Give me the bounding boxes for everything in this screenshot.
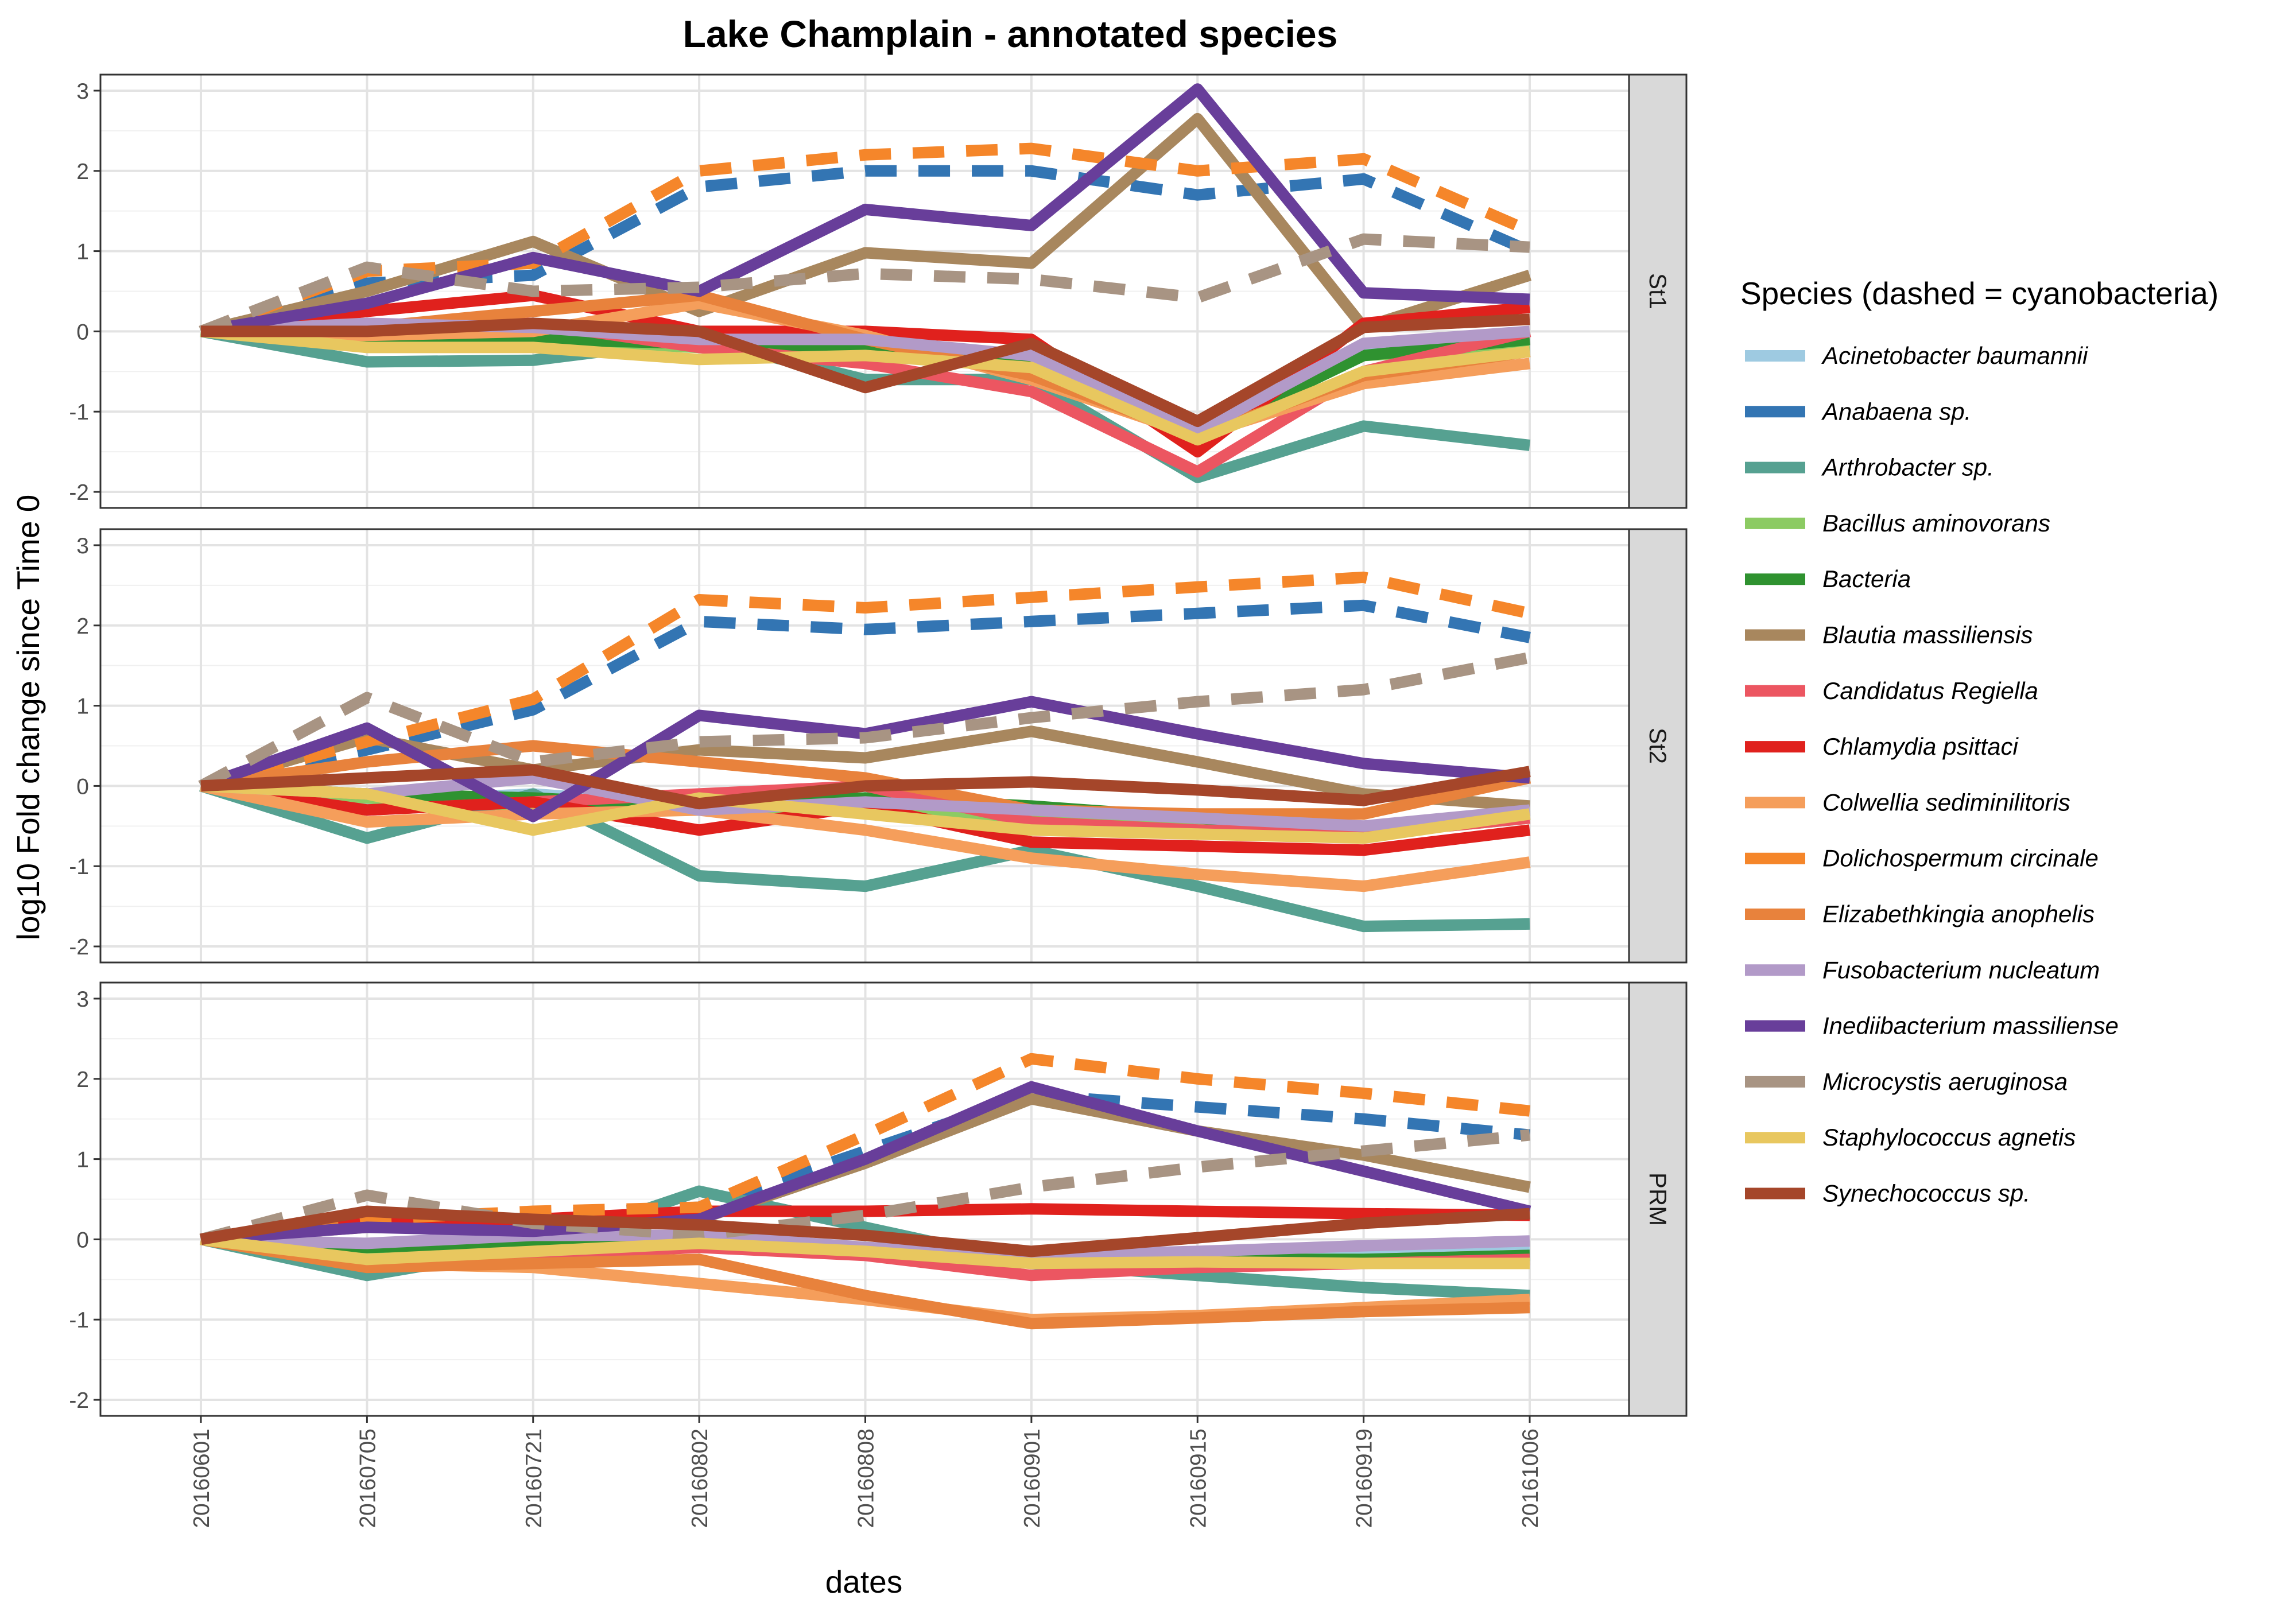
legend-item-dolichospermum-circinale: Dolichospermum circinale xyxy=(1745,845,2099,872)
legend-label: Dolichospermum circinale xyxy=(1822,845,2099,872)
facet-strip xyxy=(1628,981,1688,1417)
x-tick-label: 20160705 xyxy=(355,1429,380,1528)
legend-item-synechococcus-sp: Synechococcus sp. xyxy=(1745,1180,2030,1207)
series-line-microcystis-aeruginosa xyxy=(198,651,1531,791)
y-tick-label: 1 xyxy=(76,694,89,719)
series-line-staphylococcus-agnetis xyxy=(200,1233,1530,1270)
y-tick-label: 3 xyxy=(76,79,89,104)
series-lines xyxy=(198,571,1531,933)
series-lines xyxy=(199,83,1532,483)
legend: Species (dashed = cyanobacteria) Acineto… xyxy=(1740,275,2219,1207)
y-tick-label: -2 xyxy=(69,1388,89,1413)
legend-title: Species (dashed = cyanobacteria) xyxy=(1740,275,2219,311)
series-line-synechococcus-sp xyxy=(200,764,1531,810)
legend-label: Microcystis aeruginosa xyxy=(1822,1068,2068,1095)
series-line-arthrobacter-sp xyxy=(200,325,1531,483)
legend-item-arthrobacter-sp: Arthrobacter sp. xyxy=(1745,454,1994,481)
legend-label: Blautia massiliensis xyxy=(1822,622,2033,649)
y-tick-label: 0 xyxy=(76,774,89,799)
y-tick-label: -1 xyxy=(69,1308,89,1333)
x-tick-label: 20160808 xyxy=(854,1429,879,1528)
series-line-microcystis-aeruginosa xyxy=(199,233,1530,337)
y-tick-label: 0 xyxy=(76,320,89,344)
series-line-elizabethkingia-anophelis xyxy=(200,1233,1530,1330)
legend-item-colwellia-sediminilitoris: Colwellia sediminilitoris xyxy=(1745,789,2070,816)
x-tick-label: 20160601 xyxy=(189,1429,214,1528)
legend-item-elizabethkingia-anophelis: Elizabethkingia anophelis xyxy=(1745,900,2095,927)
legend-item-bacillus-aminovorans: Bacillus aminovorans xyxy=(1745,510,2050,537)
x-tick-label: 20160919 xyxy=(1352,1429,1377,1528)
series-line-fusobacterium-nucleatum xyxy=(200,772,1530,832)
facet-label-prm: PRM xyxy=(1645,1173,1671,1226)
y-tick-label: -2 xyxy=(69,480,89,505)
facet-strip xyxy=(1628,73,1688,509)
legend-items: Acinetobacter baumannii Anabaena sp. Arthr… xyxy=(1745,342,2119,1207)
legend-label: Candidatus Regiella xyxy=(1822,677,2038,704)
series-line-synechococcus-sp xyxy=(200,1205,1530,1257)
series-lines xyxy=(199,1053,1531,1330)
facet-label-st2: St2 xyxy=(1645,728,1671,764)
legend-label: Acinetobacter baumannii xyxy=(1821,342,2089,369)
legend-item-blautia-massiliensis: Blautia massiliensis xyxy=(1745,622,2033,649)
x-tick-label: 20160901 xyxy=(1020,1429,1045,1528)
legend-item-inediibacterium-massiliense: Inediibacterium massiliense xyxy=(1745,1012,2119,1039)
legend-item-anabaena-sp: Anabaena sp. xyxy=(1745,398,1971,425)
panel-st2: -2 -1 0 1 2 3 St2 xyxy=(69,528,1688,964)
legend-item-microcystis-aeruginosa: Microcystis aeruginosa xyxy=(1745,1068,2068,1095)
legend-label: Fusobacterium nucleatum xyxy=(1822,956,2100,983)
legend-label: Arthrobacter sp. xyxy=(1821,454,1994,481)
legend-label: Bacillus aminovorans xyxy=(1822,510,2050,537)
legend-item-staphylococcus-agnetis: Staphylococcus agnetis xyxy=(1745,1124,2076,1151)
legend-item-fusobacterium-nucleatum: Fusobacterium nucleatum xyxy=(1745,956,2100,983)
series-line-dolichospermum-circinale xyxy=(199,571,1531,792)
legend-label: Elizabethkingia anophelis xyxy=(1822,900,2095,927)
legend-label: Inediibacterium massiliense xyxy=(1822,1012,2119,1039)
panel-prm: -2 -1 0 1 2 3 PRM xyxy=(69,981,1688,1417)
y-tick-label: 0 xyxy=(76,1228,89,1252)
series-line-anabaena-sp xyxy=(199,599,1531,792)
series-line-synechococcus-sp xyxy=(201,313,1530,427)
series-line-staphylococcus-agnetis xyxy=(200,325,1531,446)
legend-item-chlamydia-psittaci: Chlamydia psittaci xyxy=(1745,733,2019,760)
y-tick-label: -1 xyxy=(69,855,89,879)
series-line-inediibacterium-massiliense xyxy=(200,83,1530,337)
legend-item-candidatus-regiella: Candidatus Regiella xyxy=(1745,677,2038,704)
legend-label: Synechococcus sp. xyxy=(1822,1180,2030,1207)
x-tick-label: 20160915 xyxy=(1186,1429,1211,1528)
y-tick-label: 2 xyxy=(76,614,89,639)
x-axis: 20160601 20160705 20160721 20160802 20160808… xyxy=(189,1416,1543,1528)
y-axis-title: log10 Fold change since Time 0 xyxy=(10,495,46,941)
x-tick-label: 20160721 xyxy=(522,1429,546,1528)
legend-label: Colwellia sediminilitoris xyxy=(1822,789,2070,816)
y-tick-label: -2 xyxy=(69,935,89,960)
legend-label: Staphylococcus agnetis xyxy=(1822,1124,2076,1151)
legend-label: Chlamydia psittaci xyxy=(1822,733,2019,760)
y-tick-label: 3 xyxy=(76,987,89,1012)
y-tick-label: 2 xyxy=(76,160,89,184)
series-line-blautia-massiliensis xyxy=(199,725,1530,812)
chart-title: Lake Champlain - annotated species xyxy=(683,13,1338,55)
y-tick-label: 3 xyxy=(76,534,89,558)
x-tick-label: 20161006 xyxy=(1518,1429,1543,1528)
x-tick-label: 20160802 xyxy=(688,1429,712,1528)
legend-item-bacteria: Bacteria xyxy=(1745,565,1911,592)
y-tick-label: -1 xyxy=(69,400,89,425)
facet-label-st1: St1 xyxy=(1645,273,1671,309)
series-line-staphylococcus-agnetis xyxy=(200,780,1531,844)
legend-label: Bacteria xyxy=(1822,565,1911,592)
facet-strip xyxy=(1628,528,1688,964)
facet-panels: -2 -1 0 1 2 3 St1 -2 -1 0 1 2 3 St2 -2 -1 0 1 2 3 PRM xyxy=(69,73,1688,1417)
y-tick-label: 1 xyxy=(76,240,89,265)
series-line-colwellia-sediminilitoris xyxy=(199,780,1531,892)
series-line-dolichospermum-circinale xyxy=(199,142,1532,337)
y-tick-label: 1 xyxy=(76,1148,89,1173)
panel-st1: -2 -1 0 1 2 3 St1 xyxy=(69,73,1688,509)
x-axis-title: dates xyxy=(825,1564,903,1600)
legend-label: Anabaena sp. xyxy=(1821,398,1971,425)
series-line-microcystis-aeruginosa xyxy=(199,1129,1530,1245)
y-tick-label: 2 xyxy=(76,1068,89,1092)
legend-item-acinetobacter-baumannii: Acinetobacter baumannii xyxy=(1745,342,2089,369)
